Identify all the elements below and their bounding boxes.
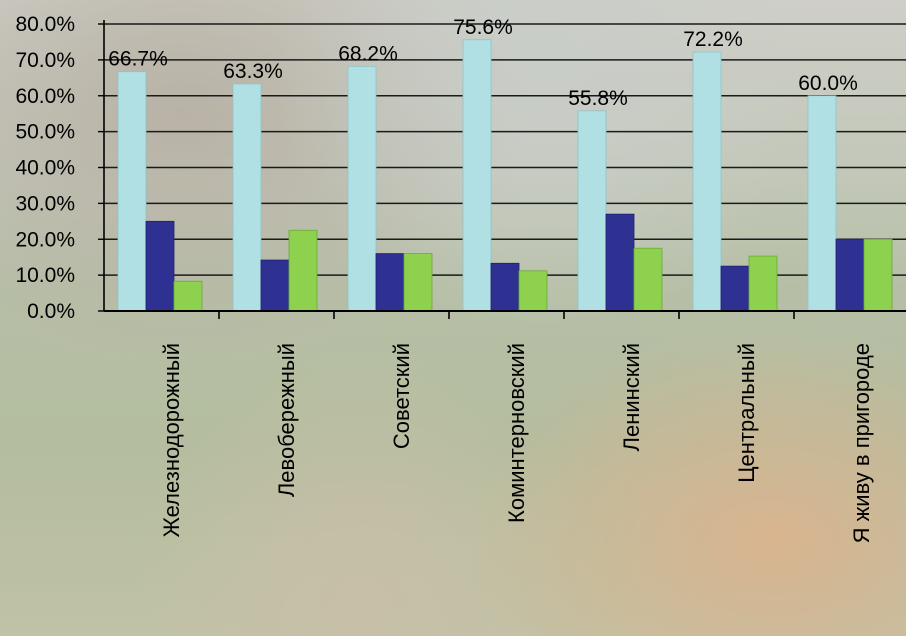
y-tick-label: 70.0% (15, 49, 75, 72)
data-label: 60.0% (798, 72, 858, 95)
bar (403, 253, 433, 312)
y-tick-label: 20.0% (15, 228, 75, 251)
category-label: Железнодорожный (159, 343, 184, 537)
bar (633, 247, 663, 312)
bar (518, 270, 548, 312)
bar (490, 262, 520, 312)
data-label: 55.8% (568, 87, 628, 110)
y-tick-label: 80.0% (15, 13, 75, 36)
category-label: Коминтерновский (504, 343, 529, 523)
bar (117, 71, 147, 312)
category-label: Я живу в пригороде (849, 343, 874, 543)
data-label: 68.2% (338, 42, 398, 65)
bar (288, 229, 318, 312)
bar (173, 280, 203, 312)
data-label: 72.2% (683, 28, 743, 51)
y-tick-label: 60.0% (15, 85, 75, 108)
category-label: Советский (389, 343, 414, 449)
category-label: Левобережный (274, 343, 299, 497)
bars (117, 39, 893, 312)
axes (98, 20, 906, 319)
data-label: 63.3% (223, 60, 283, 83)
bar (605, 213, 635, 312)
bar (145, 220, 175, 312)
bar (692, 51, 722, 312)
bar (807, 95, 837, 312)
data-label: 75.6% (453, 16, 513, 39)
bar (347, 65, 377, 312)
category-label: Центральный (734, 343, 759, 483)
bar (232, 83, 262, 312)
y-tick-label: 30.0% (15, 192, 75, 215)
category-label: Ленинский (619, 343, 644, 451)
bar (835, 238, 865, 312)
bar (720, 265, 750, 312)
bar (260, 259, 290, 312)
bar (863, 238, 893, 312)
bar (577, 110, 607, 312)
labels: 0.0% 10.0% 20.0% 30.0% 40.0% 50.0% 60.0% 70.0% 8… (15, 13, 874, 543)
y-tick-label: 0.0% (27, 300, 75, 323)
y-tick-label: 50.0% (15, 121, 75, 144)
y-tick-label: 10.0% (15, 264, 75, 287)
bar (375, 253, 405, 312)
bar (462, 39, 492, 312)
data-label: 66.7% (108, 48, 168, 71)
y-tick-label: 40.0% (15, 157, 75, 180)
bar (748, 255, 778, 312)
